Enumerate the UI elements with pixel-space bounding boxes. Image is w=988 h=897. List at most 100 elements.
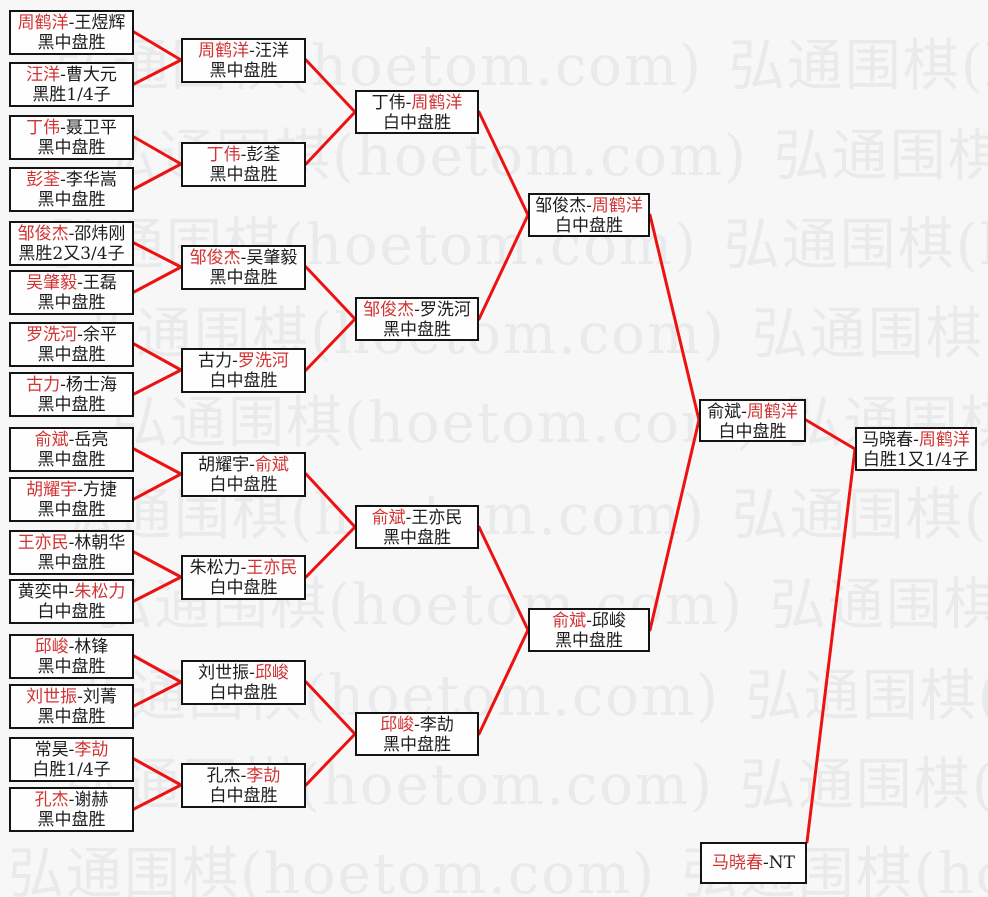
pairing-dash: - [60, 375, 66, 395]
player1-name: 丁伟 [206, 145, 241, 165]
connector-line [132, 342, 183, 372]
player2-name: 刘菁 [82, 687, 117, 707]
pairing-dash: - [68, 637, 75, 657]
player1-name: 邹俊杰 [189, 248, 241, 268]
connector-line [304, 472, 357, 529]
match-result: 黑胜2又3/4子 [18, 244, 125, 264]
connector-line [132, 654, 183, 684]
connector-line [132, 368, 183, 396]
player1-name: 汪洋 [26, 65, 61, 85]
match-result: 白中盘胜 [37, 602, 106, 622]
pairing-dash: - [240, 145, 247, 165]
player1-name: 彭荃 [26, 170, 61, 190]
player1-name: 黄奕中 [17, 582, 69, 602]
pairing-dash: - [586, 196, 592, 216]
player2-name: 朱松力 [74, 582, 126, 602]
player2-name: 王亦民 [411, 508, 463, 528]
player2-name: 彭荃 [246, 145, 281, 165]
match-result: 白中盘胜 [209, 786, 278, 806]
player1-name: 古力 [26, 375, 61, 395]
player1-name: 邱峻 [380, 715, 415, 735]
player2-name: 曹大元 [65, 65, 117, 85]
match-box-r3-4: 邱峻-李劼 黑中盘胜 [355, 712, 479, 756]
player1-name: 丁伟 [26, 118, 61, 138]
match-result: 黑胜1/4子 [32, 85, 111, 105]
match-pairing: 胡耀宇-俞斌 [183, 455, 304, 475]
pairing-dash: - [249, 41, 255, 61]
player1-name: 俞斌 [552, 611, 587, 631]
match-result: 白中盘胜 [555, 216, 623, 236]
match-pairing: 常昊-李劼 [11, 740, 132, 760]
pairing-dash: - [60, 65, 66, 85]
match-box-r2-4: 古力-罗洗河 白中盘胜 [181, 348, 306, 393]
match-box-r4-2: 俞斌-邱峻 黑中盘胜 [528, 608, 650, 652]
connector-line [132, 575, 183, 603]
pairing-dash: - [913, 430, 919, 450]
pairing-dash: - [77, 480, 83, 500]
match-box-r1-16: 孔杰-谢赫 黑中盘胜 [9, 787, 134, 832]
connector-line [132, 135, 183, 166]
match-box-r1-8: 古力-杨士海 黑中盘胜 [9, 372, 134, 417]
match-box-r1-9: 俞斌-岳亮 黑中盘胜 [9, 427, 134, 472]
player1-name: 丁伟 [371, 93, 406, 113]
match-box-r1-5: 邹俊杰-邵炜刚 黑胜2又3/4子 [9, 221, 134, 266]
match-box-r1-12: 黄奕中-朱松力 白中盘胜 [9, 579, 134, 624]
connector-line [804, 418, 857, 451]
player2-name: 谢赫 [74, 790, 109, 810]
player1-name: 周鹤洋 [17, 13, 69, 33]
match-box-r1-1: 周鹤洋-王煜辉 黑中盘胜 [9, 10, 134, 55]
connector-line [304, 732, 357, 787]
player2-name: 王磊 [82, 273, 117, 293]
match-pairing: 俞斌-岳亮 [11, 430, 132, 450]
match-pairing: 俞斌-周鹤洋 [701, 402, 804, 422]
match-box-r1-4: 彭荃-李华嵩 黑中盘胜 [9, 167, 134, 212]
player1-name: 马晓春 [862, 430, 914, 450]
match-pairing: 黄奕中-朱松力 [11, 582, 132, 602]
match-box-r3-2: 邹俊杰-罗洗河 黑中盘胜 [355, 297, 479, 341]
player1-name: 马晓春 [712, 853, 764, 873]
pairing-dash: - [68, 430, 75, 450]
pairing-dash: - [68, 13, 75, 33]
player2-name: 周鹤洋 [411, 93, 463, 113]
match-result: 黑中盘胜 [209, 165, 278, 185]
match-result: 黑中盘胜 [555, 631, 623, 651]
match-pairing: 孔杰-谢赫 [11, 790, 132, 810]
player2-name: 李华嵩 [65, 170, 117, 190]
player2-name: 李劼 [419, 715, 454, 735]
connector-line [477, 525, 530, 632]
match-box-r2-2: 丁伟-彭荃 黑中盘胜 [181, 142, 306, 187]
pairing-dash: - [586, 611, 592, 631]
match-result: 黑中盘胜 [37, 293, 106, 313]
connector-line [132, 447, 183, 476]
pairing-dash: - [68, 224, 75, 244]
match-result: 黑中盘胜 [37, 395, 106, 415]
match-result: 黑中盘胜 [383, 528, 451, 548]
player2-name: 方捷 [82, 480, 117, 500]
pairing-dash: - [68, 790, 75, 810]
player1-name: 邹俊杰 [17, 224, 69, 244]
connector-line [477, 213, 530, 321]
match-box-r1-14: 刘世振-刘菁 黑中盘胜 [9, 684, 134, 729]
player1-name: 邹俊杰 [535, 196, 587, 216]
match-pairing: 丁伟-周鹤洋 [357, 93, 477, 113]
player2-name: 周鹤洋 [746, 402, 798, 422]
match-pairing: 周鹤洋-王煜辉 [11, 13, 132, 33]
match-pairing: 古力-罗洗河 [183, 351, 304, 371]
match-result: 白胜1又1/4子 [862, 450, 970, 470]
player2-name: 罗洗河 [419, 300, 471, 320]
match-result: 黑中盘胜 [37, 450, 106, 470]
match-pairing: 汪洋-曹大元 [11, 65, 132, 85]
player2-name: 邵炜刚 [74, 224, 126, 244]
player2-name: 王煜辉 [74, 13, 126, 33]
player1-name: 刘世振 [26, 687, 78, 707]
pairing-dash: - [68, 582, 75, 602]
match-result: 黑中盘胜 [37, 345, 106, 365]
connector-line [132, 783, 183, 811]
match-result: 黑中盘胜 [37, 707, 106, 727]
match-result: 黑中盘胜 [383, 320, 451, 340]
player1-name: 周鹤洋 [198, 41, 250, 61]
connector-line [304, 680, 357, 736]
match-box-semifinal: 俞斌-周鹤洋 白中盘胜 [699, 399, 806, 442]
match-result: 白中盘胜 [383, 113, 451, 133]
